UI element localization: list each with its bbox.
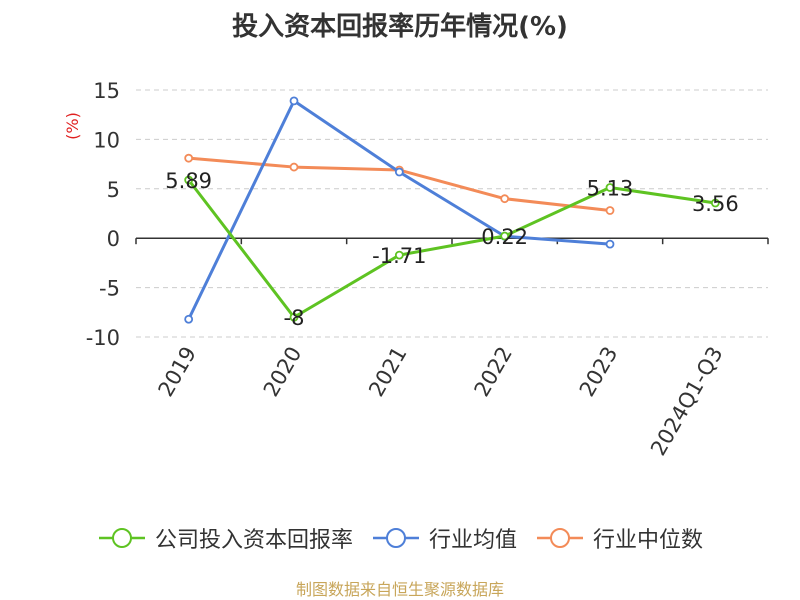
data-point	[710, 198, 720, 208]
x-tick-label: 2022	[469, 343, 517, 401]
data-point	[289, 312, 299, 322]
legend-marker-icon	[98, 528, 145, 548]
y-axis-label: (%)	[63, 112, 82, 140]
data-point	[605, 183, 615, 192]
source-note: 制图数据来自恒生聚源数据库	[295, 580, 504, 599]
x-tick-label: 2023	[575, 343, 623, 401]
data-label: 5.89	[165, 169, 212, 193]
data-label: 0.22	[481, 225, 528, 249]
data-point	[394, 250, 404, 260]
data-labels: 5.89 -8 -1.71 0.22 5.13 3.56	[165, 169, 738, 330]
y-tick-label: 0	[107, 227, 120, 251]
data-point	[605, 239, 615, 249]
x-tick-label: 2020	[259, 343, 307, 401]
legend-marker-icon	[537, 528, 583, 548]
data-point	[605, 206, 615, 215]
data-point	[184, 175, 194, 185]
y-tick-label: -5	[99, 277, 120, 301]
legend-label: 行业中位数	[593, 528, 704, 553]
chart-title: 投入资本回报率历年情况(%)	[232, 12, 568, 42]
y-tick-label: -10	[86, 326, 120, 350]
series	[184, 96, 720, 324]
legend-label: 行业均值	[428, 528, 517, 553]
data-label: 5.13	[587, 177, 634, 201]
x-tick-label: 2019	[153, 343, 201, 401]
legend-circle	[385, 528, 406, 548]
grid-lines	[136, 89, 768, 338]
legend-label: 公司投入资本回报率	[154, 528, 353, 553]
data-label: 3.56	[692, 192, 739, 216]
series-line-0	[187, 179, 716, 319]
data-point	[500, 194, 510, 204]
data-point	[500, 231, 510, 241]
x-tick-label: 2024Q1-Q3	[646, 343, 728, 460]
data-point	[289, 162, 299, 172]
data-point	[184, 153, 194, 163]
line-chart: 15 10 5 0 -5 -10 (%) 2019 2020 2021 2022 2023 2024Q1…	[63, 79, 769, 460]
y-tick-label: 10	[93, 128, 120, 152]
legend-circle	[550, 528, 570, 548]
legend: 公司投入资本回报率 行业均值 行业中位数	[0, 516, 800, 560]
series-line-1	[187, 99, 611, 320]
legend-item-0[interactable]: 公司投入资本回报率	[97, 522, 353, 554]
y-tick-label: 5	[107, 178, 120, 202]
legend-marker-icon	[372, 528, 419, 548]
data-label: -8	[284, 306, 305, 330]
x-tick-label: 2021	[364, 343, 412, 401]
legend-item-1[interactable]: 行业均值	[371, 522, 517, 554]
legend-circle	[111, 528, 132, 548]
y-tick-label: 15	[93, 79, 120, 103]
data-point	[289, 96, 299, 106]
legend-item-2[interactable]: 行业中位数	[535, 522, 703, 554]
data-point	[184, 314, 194, 324]
axes: 15 10 5 0 -5 -10 (%) 2019 2020 2021 2022 2023 2024Q1…	[63, 79, 769, 460]
data-label: -1.71	[372, 244, 426, 268]
data-point	[394, 167, 404, 177]
